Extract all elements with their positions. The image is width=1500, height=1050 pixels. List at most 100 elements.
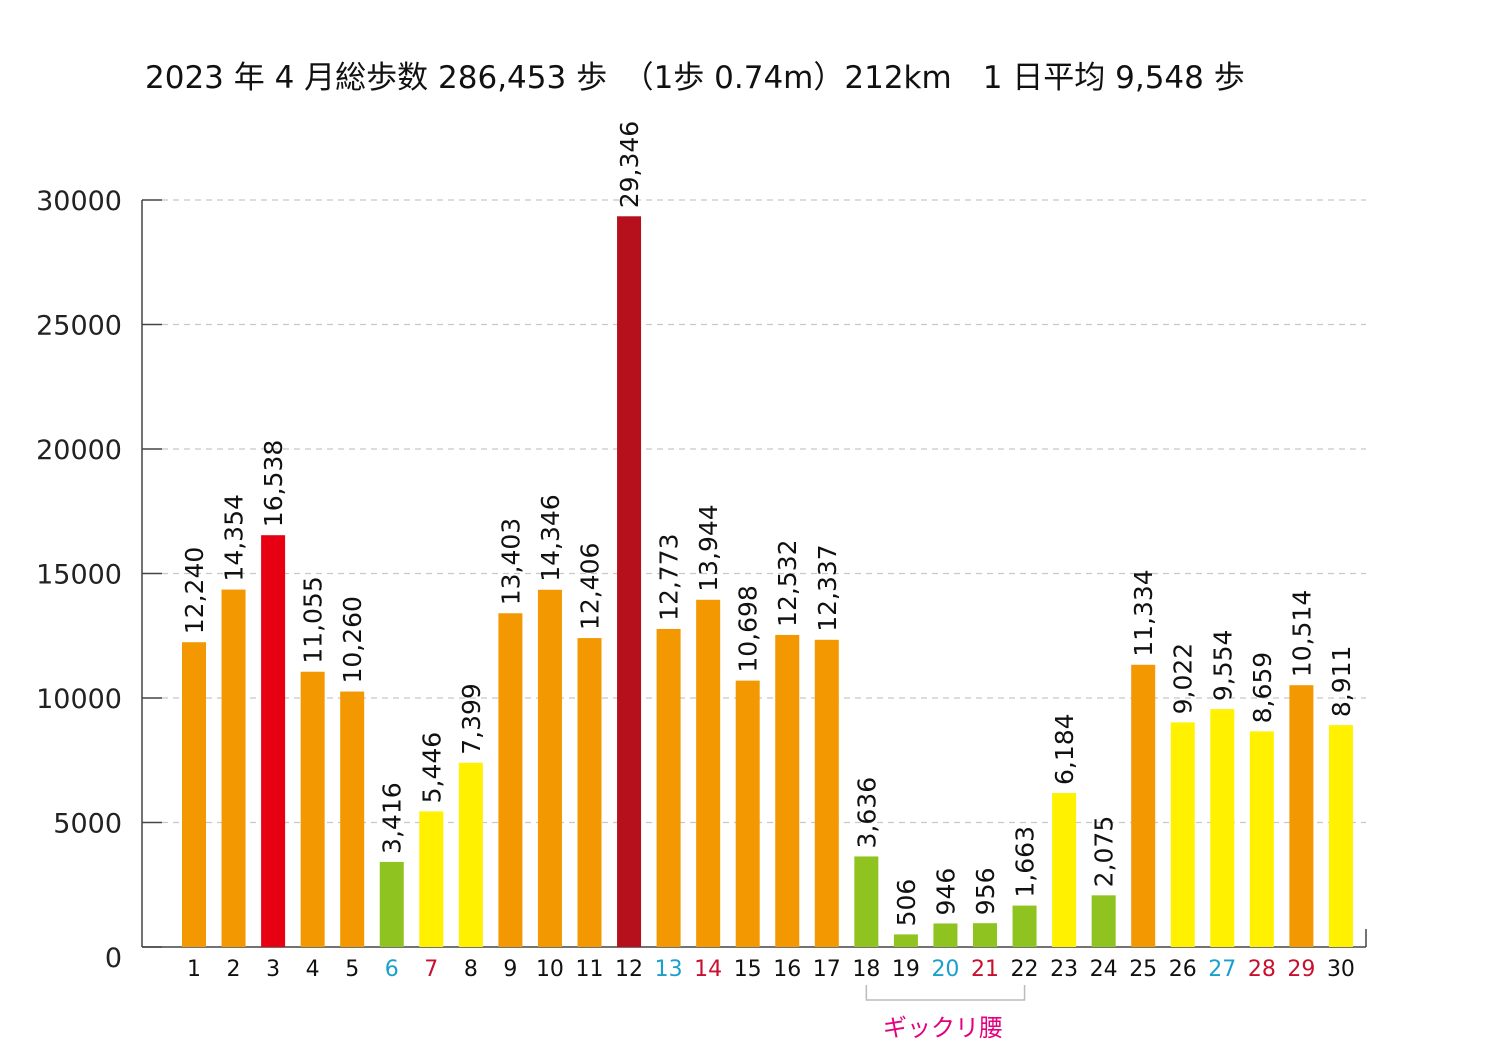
x-tick-label: 18 <box>852 957 880 982</box>
bar <box>577 638 602 947</box>
bar <box>973 923 997 947</box>
bar <box>617 216 642 947</box>
value-label: 11,055 <box>299 576 328 663</box>
bar <box>1249 731 1274 947</box>
value-label: 8,911 <box>1327 646 1356 718</box>
x-tick-label: 25 <box>1129 957 1157 982</box>
x-tick-label: 21 <box>971 957 999 982</box>
bar <box>182 642 206 947</box>
value-label: 7,399 <box>457 683 486 755</box>
bar <box>340 691 365 947</box>
x-tick-label: 20 <box>931 957 959 982</box>
value-label: 9,022 <box>1169 643 1198 715</box>
bar <box>537 589 562 947</box>
value-label: 10,698 <box>734 585 763 672</box>
x-tick-label: 6 <box>385 957 399 982</box>
bar <box>1289 685 1314 947</box>
value-label: 13,403 <box>496 518 525 605</box>
value-label: 3,636 <box>852 777 881 849</box>
bar <box>814 639 839 947</box>
bar <box>1012 905 1037 947</box>
y-tick-label: 10000 <box>36 684 122 715</box>
value-label: 16,538 <box>259 440 288 527</box>
y-axis-ticks: 0 5000 10000 15000 20000 25000 30000 <box>36 186 162 974</box>
annotation-bracket <box>865 985 1026 1001</box>
bar <box>1052 793 1077 947</box>
chart-title: 2023 年 4 月総歩数 286,453 歩 （1歩 0.74m）212km … <box>145 60 1245 96</box>
annotation-group: ギックリ腰 <box>865 985 1026 1042</box>
y-tick-label: 0 <box>105 943 122 974</box>
x-tick-label: 17 <box>813 957 841 982</box>
x-tick-label: 15 <box>734 957 762 982</box>
value-label: 10,260 <box>338 596 367 683</box>
x-tick-label: 8 <box>464 957 478 982</box>
value-label: 14,346 <box>536 494 565 581</box>
value-label: 506 <box>892 879 921 927</box>
value-label: 12,532 <box>773 539 802 626</box>
y-tick-label: 30000 <box>36 186 122 217</box>
bar <box>379 861 404 947</box>
value-label: 5,446 <box>417 732 446 804</box>
x-tick-label: 27 <box>1208 957 1236 982</box>
value-label: 946 <box>931 868 960 916</box>
value-label: 12,773 <box>655 533 684 620</box>
bar <box>1170 722 1195 947</box>
x-tick-label: 9 <box>503 957 517 982</box>
x-tick-label: 5 <box>345 957 359 982</box>
value-label: 8,659 <box>1248 652 1277 724</box>
value-labels: 12,240 14,354 16,538 11,055 10,260 3,416 5,446… <box>180 121 1356 927</box>
bars <box>182 216 1353 947</box>
y-tick-label: 20000 <box>36 435 122 466</box>
value-label: 2,075 <box>1090 816 1119 888</box>
y-tick-label: 15000 <box>36 560 122 591</box>
x-tick-label: 7 <box>424 957 438 982</box>
bar <box>498 613 523 947</box>
x-tick-label: 2 <box>227 957 241 982</box>
value-label: 1,663 <box>1011 826 1040 898</box>
bar <box>933 923 958 947</box>
value-label: 14,354 <box>220 494 249 581</box>
bar <box>696 599 721 947</box>
value-label: 11,334 <box>1129 569 1158 656</box>
bar <box>419 811 444 947</box>
x-tick-label: 23 <box>1050 957 1078 982</box>
bar <box>300 671 325 947</box>
bar <box>735 680 760 947</box>
x-tick-label: 11 <box>576 957 604 982</box>
value-label: 9,554 <box>1208 630 1237 702</box>
value-label: 12,240 <box>180 547 209 634</box>
value-label: 10,514 <box>1287 590 1316 677</box>
y-tick-label: 25000 <box>36 311 122 342</box>
x-tick-label: 28 <box>1248 957 1276 982</box>
value-label: 12,337 <box>813 544 842 631</box>
value-label: 29,346 <box>615 121 644 208</box>
value-label: 956 <box>971 867 1000 915</box>
bar <box>1210 709 1235 947</box>
x-tick-label: 26 <box>1169 957 1197 982</box>
annotation-label: ギックリ腰 <box>883 1014 1003 1042</box>
value-label: 12,406 <box>576 543 605 630</box>
bar <box>893 934 918 947</box>
x-tick-label: 22 <box>1011 957 1039 982</box>
x-tick-label: 13 <box>655 957 683 982</box>
y-tick-label: 5000 <box>53 809 122 840</box>
bar <box>1131 664 1156 947</box>
x-tick-label: 24 <box>1090 957 1118 982</box>
bar <box>1091 895 1116 947</box>
bar <box>775 634 800 947</box>
bar <box>656 628 681 947</box>
x-tick-label: 10 <box>536 957 564 982</box>
bar <box>854 856 879 947</box>
x-tick-label: 12 <box>615 957 643 982</box>
value-label: 6,184 <box>1050 713 1079 785</box>
bar <box>221 589 246 947</box>
x-tick-label: 16 <box>773 957 801 982</box>
bar <box>261 535 286 947</box>
x-tick-label: 1 <box>187 957 201 982</box>
x-tick-label: 19 <box>892 957 920 982</box>
x-tick-label: 4 <box>306 957 320 982</box>
x-tick-label: 29 <box>1287 957 1315 982</box>
x-tick-label: 14 <box>694 957 722 982</box>
x-tick-label: 3 <box>266 957 280 982</box>
